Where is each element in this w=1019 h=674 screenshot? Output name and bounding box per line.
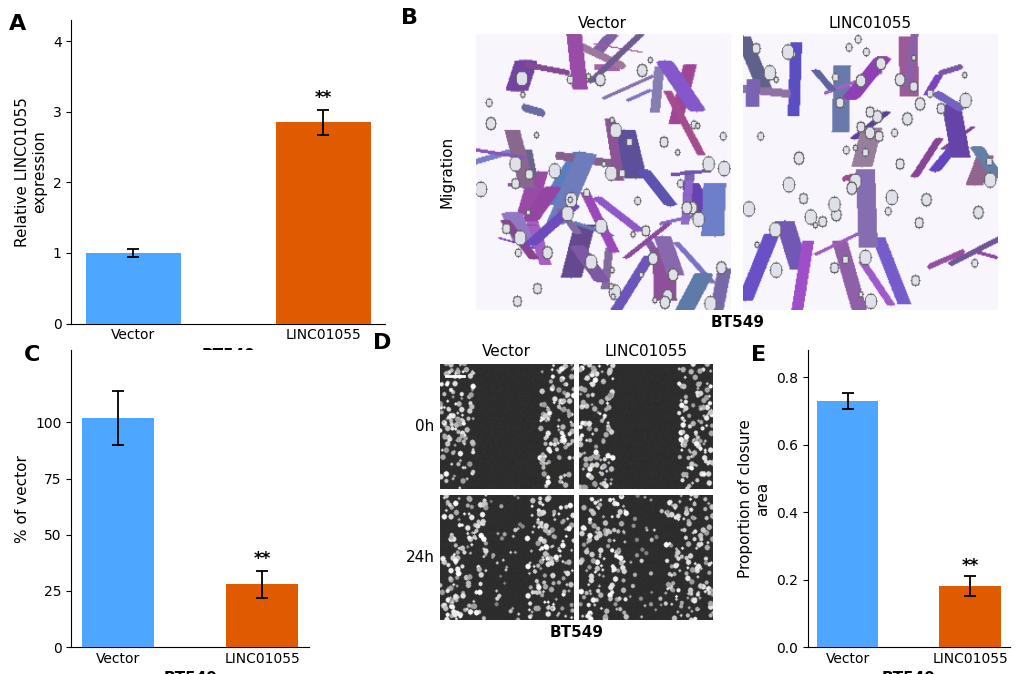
Text: BT549: BT549: [710, 315, 764, 330]
Title: LINC01055: LINC01055: [827, 16, 911, 31]
X-axis label: BT549: BT549: [880, 671, 934, 674]
Text: B: B: [400, 8, 417, 28]
Text: C: C: [23, 344, 40, 365]
Text: LINC01055: LINC01055: [604, 344, 687, 359]
Title: Vector: Vector: [578, 16, 627, 31]
Text: Vector: Vector: [481, 344, 531, 359]
Text: BT549: BT549: [549, 625, 602, 640]
Text: D: D: [373, 333, 391, 353]
Text: 24h: 24h: [406, 550, 434, 565]
Text: **: **: [314, 89, 331, 107]
Bar: [816, 401, 877, 647]
Text: A: A: [9, 14, 25, 34]
Y-axis label: Relative LINC01055
expression: Relative LINC01055 expression: [15, 97, 47, 247]
Bar: [83, 418, 154, 647]
X-axis label: BT549: BT549: [201, 348, 255, 363]
Y-axis label: % of vector: % of vector: [14, 455, 30, 543]
Bar: [86, 253, 180, 324]
X-axis label: BT549: BT549: [163, 671, 217, 674]
Bar: [938, 586, 1000, 647]
Bar: [275, 123, 370, 324]
Text: Migration: Migration: [439, 135, 454, 208]
Text: E: E: [750, 344, 765, 365]
Text: **: **: [961, 557, 977, 574]
Bar: [226, 584, 298, 647]
Text: **: **: [254, 551, 271, 568]
Text: 0h: 0h: [415, 419, 434, 434]
Y-axis label: Proportion of closure
area: Proportion of closure area: [738, 419, 769, 578]
